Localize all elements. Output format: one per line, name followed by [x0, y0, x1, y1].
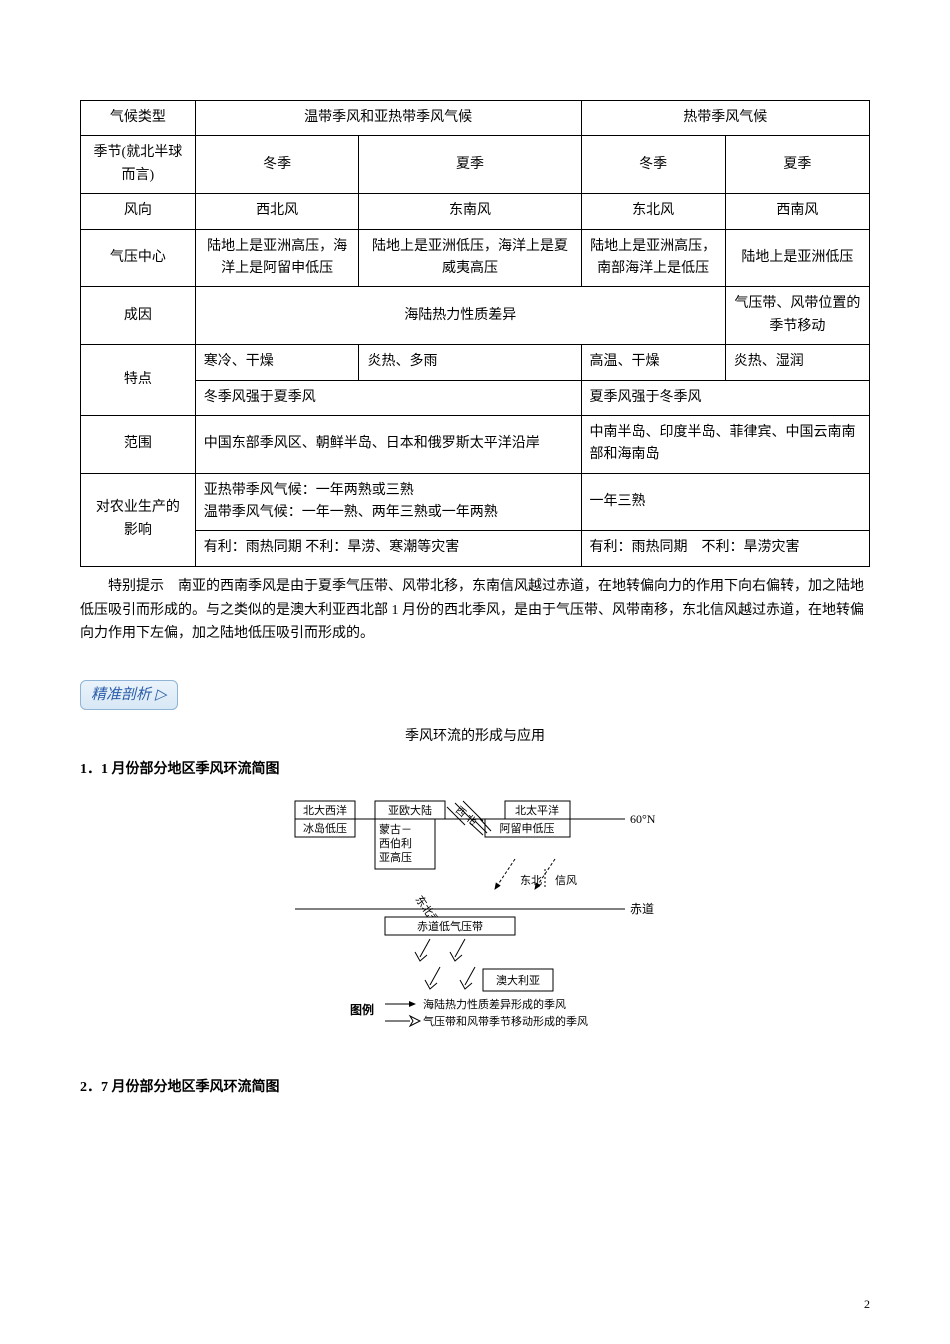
- table-row: 特点 寒冷、干燥 炎热、多雨 高温、干燥 炎热、湿润: [81, 345, 870, 380]
- cell: 气压带、风带位置的季节移动: [725, 287, 869, 345]
- equator-label: 赤道: [630, 902, 654, 916]
- row-label: 气压中心: [81, 229, 196, 287]
- table-row: 气候类型 温带季风和亚热带季风气候 热带季风气候: [81, 101, 870, 136]
- cell: 一年三熟: [581, 473, 869, 531]
- section-title: 季风环流的形成与应用: [80, 726, 870, 748]
- n-pacific-label: 北太平洋: [515, 803, 559, 817]
- aleutian-low-label: 阿留申低压: [500, 822, 555, 835]
- table-row: 有利：雨热同期 不利：旱涝、寒潮等灾害 有利：雨热同期 不利：旱涝灾害: [81, 531, 870, 566]
- open-arrow-icon: [425, 967, 475, 989]
- cell: 西北风: [195, 194, 359, 229]
- table-row: 对农业生产的影响 亚热带季风气候：一年两熟或三熟 温带季风气候：一年一熟、两年三…: [81, 473, 870, 531]
- trade-label: 信风: [555, 874, 577, 887]
- cell: 有利：雨热同期 不利：旱涝、寒潮等灾害: [195, 531, 581, 566]
- row-label: 风向: [81, 194, 196, 229]
- row-label: 范围: [81, 415, 196, 473]
- section-badge: 精准剖析▷: [80, 680, 178, 710]
- play-icon: ▷: [155, 687, 167, 703]
- eq-low-label: 赤道低气压带: [417, 919, 483, 933]
- cell: 陆地上是亚洲低压: [725, 229, 869, 287]
- legend2-text: 气压带和风带季节移动形成的季风: [423, 1014, 588, 1028]
- table-row: 季节(就北半球而言) 冬季 夏季 冬季 夏季: [81, 136, 870, 194]
- cell: 陆地上是亚洲低压，海洋上是夏威夷高压: [359, 229, 581, 287]
- row-label: 成因: [81, 287, 196, 345]
- lat60-label: 60°N: [630, 812, 656, 826]
- cell: 夏季: [359, 136, 581, 194]
- cell: 中国东部季风区、朝鲜半岛、日本和俄罗斯太平洋沿岸: [195, 415, 581, 473]
- tip-label: 特别提示: [108, 579, 164, 594]
- table-row: 风向 西北风 东南风 东北风 西南风: [81, 194, 870, 229]
- cell: 冬季风强于夏季风: [195, 380, 581, 415]
- table-row: 冬季风强于夏季风 夏季风强于冬季风: [81, 380, 870, 415]
- cell: 夏季: [725, 136, 869, 194]
- australia-label: 澳大利亚: [496, 973, 540, 987]
- mongolia-high-label: 蒙古－西伯利亚高压: [379, 823, 412, 864]
- cell: 陆地上是亚洲高压，南部海洋上是低压: [581, 229, 725, 287]
- tip-body: 南亚的西南季风是由于夏季气压带、风带北移，东南信风越过赤道，在地转偏向力的作用下…: [80, 579, 864, 642]
- legend-label: 图例: [350, 1002, 374, 1017]
- iceland-low-label: 冰岛低压: [303, 821, 347, 835]
- badge-text: 精准剖析: [91, 687, 151, 703]
- cell: 寒冷、干燥: [195, 345, 359, 380]
- cell: 高温、干燥: [581, 345, 725, 380]
- cell: 热带季风气候: [581, 101, 869, 136]
- cell: 海陆热力性质差异: [195, 287, 725, 345]
- page-number: 2: [864, 1295, 870, 1314]
- table-row: 成因 海陆热力性质差异 气压带、风带位置的季节移动: [81, 287, 870, 345]
- ne-trade-label: 东北: [520, 874, 542, 887]
- row-label: 季节(就北半球而言): [81, 136, 196, 194]
- cell: 冬季: [195, 136, 359, 194]
- row-label: 特点: [81, 345, 196, 416]
- january-monsoon-diagram: 60°N 北大西洋 冰岛低压 亚欧大陆 蒙古－西伯利亚高压 北太平洋 阿留申低压…: [80, 789, 870, 1057]
- cell: 中南半岛、印度半岛、菲律宾、中国云南南部和海南岛: [581, 415, 869, 473]
- table-row: 气压中心 陆地上是亚洲高压，海洋上是阿留申低压 陆地上是亚洲低压，海洋上是夏威夷…: [81, 229, 870, 287]
- cell: 陆地上是亚洲高压，海洋上是阿留申低压: [195, 229, 359, 287]
- open-arrow-icon: [385, 1016, 420, 1026]
- row-label: 气候类型: [81, 101, 196, 136]
- cell: 炎热、多雨: [359, 345, 581, 380]
- monsoon-comparison-table: 气候类型 温带季风和亚热带季风气候 热带季风气候 季节(就北半球而言) 冬季 夏…: [80, 100, 870, 567]
- cell: 温带季风和亚热带季风气候: [195, 101, 581, 136]
- eurasia-label: 亚欧大陆: [388, 803, 432, 817]
- cell: 亚热带季风气候：一年两熟或三熟 温带季风气候：一年一熟、两年三熟或一年两熟: [195, 473, 581, 531]
- cell: 东北风: [581, 194, 725, 229]
- cell: 夏季风强于冬季风: [581, 380, 869, 415]
- open-arrow-icon: [415, 939, 465, 961]
- cell: 有利：雨热同期 不利：旱涝灾害: [581, 531, 869, 566]
- cell: 炎热、湿润: [725, 345, 869, 380]
- cell: 西南风: [725, 194, 869, 229]
- legend1-text: 海陆热力性质差异形成的季风: [423, 997, 566, 1011]
- cell: 冬季: [581, 136, 725, 194]
- heading-2: 2．7 月份部分地区季风环流简图: [80, 1077, 870, 1099]
- row-label: 对农业生产的影响: [81, 473, 196, 566]
- cell: 东南风: [359, 194, 581, 229]
- tip-paragraph: 特别提示 南亚的西南季风是由于夏季气压带、风带北移，东南信风越过赤道，在地转偏向…: [80, 575, 870, 646]
- table-row: 范围 中国东部季风区、朝鲜半岛、日本和俄罗斯太平洋沿岸 中南半岛、印度半岛、菲律…: [81, 415, 870, 473]
- n-atlantic-label: 北大西洋: [303, 803, 347, 817]
- heading-1: 1．1 月份部分地区季风环流简图: [80, 759, 870, 781]
- diagram-svg: 60°N 北大西洋 冰岛低压 亚欧大陆 蒙古－西伯利亚高压 北太平洋 阿留申低压…: [265, 789, 685, 1049]
